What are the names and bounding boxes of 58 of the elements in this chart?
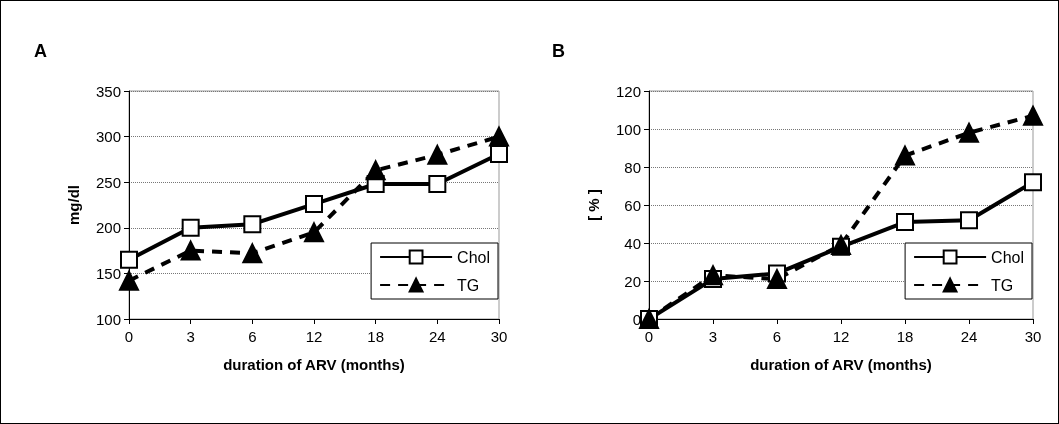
point — [489, 126, 509, 147]
chart-title: A — [34, 41, 47, 61]
point — [427, 144, 448, 165]
x-tick-label: 30 — [490, 328, 508, 345]
legend-label: Chol — [457, 248, 490, 266]
x-tick-label: 18 — [896, 328, 914, 345]
x-tick-label: 3 — [186, 328, 195, 345]
x-tick-label: 3 — [708, 328, 718, 345]
point — [767, 269, 787, 290]
point — [490, 144, 508, 163]
legend-label: TG — [457, 276, 480, 294]
point — [243, 215, 262, 234]
y-tick-label: 100 — [95, 310, 121, 328]
point — [895, 145, 915, 166]
x-tick-label: 18 — [367, 328, 385, 345]
point — [959, 122, 979, 143]
y-axis-title: mg/dl — [65, 185, 82, 225]
y-tick-label: 150 — [95, 264, 121, 282]
x-tick-label: 30 — [1024, 328, 1042, 345]
point — [181, 218, 200, 237]
x-tick-label: 0 — [124, 328, 134, 345]
point — [703, 265, 723, 286]
point — [180, 240, 201, 261]
point — [960, 211, 978, 230]
y-tick-label: 60 — [624, 196, 641, 214]
y-tick-label: 0 — [632, 310, 641, 328]
point — [119, 270, 139, 291]
point — [304, 222, 324, 243]
y-tick-label: 40 — [624, 234, 641, 252]
y-tick-label: 100 — [615, 120, 641, 138]
x-axis-title: duration of ARV (months) — [223, 356, 405, 373]
y-tick-label: 350 — [95, 82, 121, 100]
x-tick-label: 6 — [772, 328, 782, 345]
point — [242, 243, 263, 264]
x-axis-title: duration of ARV (months) — [750, 356, 932, 373]
x-tick-label: 0 — [644, 328, 654, 345]
x-tick-label: 12 — [832, 328, 850, 345]
chart-title: B — [552, 41, 565, 61]
y-tick-label: 200 — [95, 219, 121, 237]
x-tick-label: 6 — [248, 328, 257, 345]
point — [365, 160, 386, 181]
legend-label: TG — [991, 276, 1014, 294]
y-tick-label: 300 — [95, 128, 121, 146]
y-tick-label: 250 — [95, 173, 121, 191]
point — [896, 213, 914, 232]
x-tick-label: 12 — [305, 328, 323, 345]
point — [1023, 105, 1043, 126]
point — [428, 175, 447, 194]
y-axis-title: [ % ] — [585, 189, 602, 221]
y-tick-label: 20 — [624, 272, 641, 290]
point — [1024, 173, 1042, 192]
point — [305, 195, 323, 214]
x-tick-label: 24 — [428, 328, 446, 345]
legend-label: Chol — [991, 248, 1024, 266]
point — [120, 250, 138, 269]
x-tick-label: 24 — [960, 328, 978, 345]
y-tick-label: 80 — [624, 158, 641, 176]
y-tick-label: 120 — [615, 82, 641, 100]
